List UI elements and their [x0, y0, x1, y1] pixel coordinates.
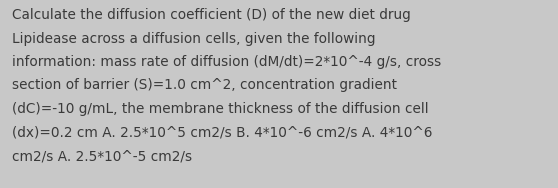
Text: (dC)=-10 g/mL, the membrane thickness of the diffusion cell: (dC)=-10 g/mL, the membrane thickness of… [12, 102, 429, 116]
Text: Calculate the diffusion coefficient (D) of the new diet drug: Calculate the diffusion coefficient (D) … [12, 8, 411, 22]
Text: cm2/s A. 2.5*10^-5 cm2/s: cm2/s A. 2.5*10^-5 cm2/s [12, 149, 192, 163]
Text: Lipidease across a diffusion cells, given the following: Lipidease across a diffusion cells, give… [12, 32, 376, 45]
Text: (dx)=0.2 cm A. 2.5*10^5 cm2/s B. 4*10^-6 cm2/s A. 4*10^6: (dx)=0.2 cm A. 2.5*10^5 cm2/s B. 4*10^-6… [12, 126, 432, 139]
Text: section of barrier (S)=1.0 cm^2, concentration gradient: section of barrier (S)=1.0 cm^2, concent… [12, 79, 397, 92]
Text: information: mass rate of diffusion (dM/dt)=2*10^-4 g/s, cross: information: mass rate of diffusion (dM/… [12, 55, 441, 69]
